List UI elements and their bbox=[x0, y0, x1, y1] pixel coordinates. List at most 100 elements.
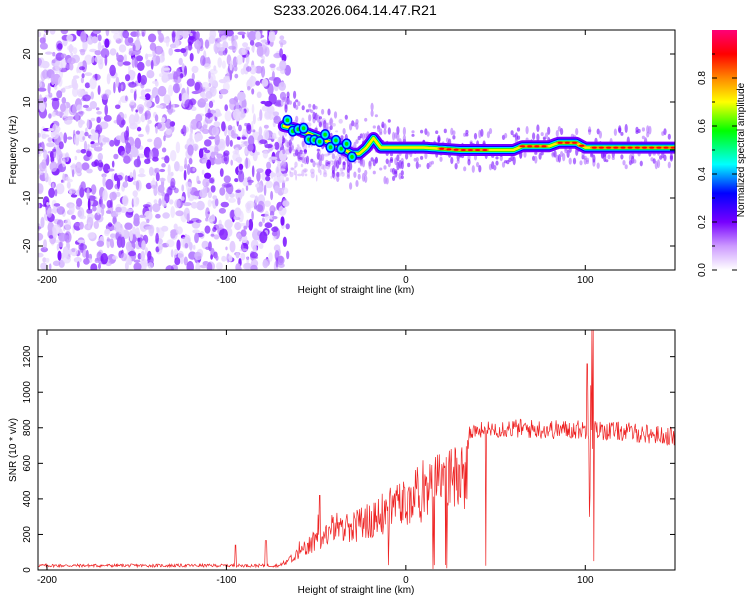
noise-blob bbox=[245, 53, 250, 65]
noise-blob bbox=[170, 249, 174, 258]
noise-blob bbox=[174, 257, 181, 266]
ridge-core-red bbox=[439, 147, 445, 150]
noise-blob bbox=[72, 82, 79, 90]
noise-blob bbox=[146, 218, 150, 224]
noise-blob bbox=[48, 263, 52, 270]
ridge-sidelobe bbox=[321, 153, 325, 161]
noise-blob bbox=[159, 177, 166, 182]
noise-blob bbox=[268, 31, 276, 43]
noise-blob bbox=[66, 181, 71, 189]
ridge-sidelobe bbox=[536, 124, 540, 132]
noise-blob bbox=[152, 80, 158, 84]
noise-blob bbox=[62, 158, 66, 168]
noise-blob bbox=[217, 30, 225, 35]
noise-blob bbox=[106, 73, 111, 85]
ridge-core-red bbox=[670, 146, 675, 149]
noise-blob bbox=[98, 198, 102, 205]
noise-blob bbox=[139, 96, 146, 100]
noise-blob bbox=[186, 78, 195, 87]
noise-blob bbox=[205, 207, 210, 219]
ridge-sidelobe bbox=[383, 165, 387, 170]
noise-blob bbox=[84, 72, 93, 76]
ridge-core-red bbox=[446, 148, 452, 151]
noise-blob bbox=[100, 253, 109, 265]
noise-blob bbox=[54, 60, 63, 71]
noise-blob bbox=[243, 225, 248, 230]
figure-title: S233.2026.064.14.47.R21 bbox=[273, 2, 437, 18]
noise-blob bbox=[46, 142, 55, 148]
ridge-sidelobe bbox=[452, 135, 456, 140]
noise-blob bbox=[112, 255, 118, 260]
noise-blob bbox=[268, 252, 273, 262]
noise-blob bbox=[38, 252, 44, 258]
noise-blob bbox=[135, 109, 138, 113]
noise-blob bbox=[265, 180, 273, 189]
ridge-sidelobe bbox=[516, 127, 521, 132]
ridge-sidelobe bbox=[357, 167, 361, 173]
noise-blob bbox=[38, 226, 42, 230]
ridge-sidelobe bbox=[437, 135, 441, 143]
ridge-sidelobe bbox=[488, 128, 493, 135]
noise-blob bbox=[136, 126, 142, 132]
noise-blob bbox=[73, 75, 80, 79]
noise-blob bbox=[154, 167, 160, 174]
noise-blob bbox=[87, 232, 96, 239]
noise-blob bbox=[282, 160, 287, 167]
noise-blob bbox=[39, 161, 47, 172]
noise-blob bbox=[180, 196, 185, 201]
noise-blob bbox=[238, 170, 245, 183]
noise-blob bbox=[77, 210, 83, 218]
noise-blob bbox=[80, 149, 87, 154]
noise-blob bbox=[289, 171, 294, 178]
noise-blob bbox=[159, 168, 166, 173]
noise-blob bbox=[262, 39, 268, 49]
noise-blob bbox=[330, 175, 333, 179]
noise-blob bbox=[225, 30, 234, 37]
ridge-sidelobe bbox=[400, 175, 404, 179]
noise-blob bbox=[44, 168, 48, 179]
noise-blob bbox=[199, 97, 209, 103]
noise-blob bbox=[271, 231, 278, 237]
spectrogram-ytick-label: 10 bbox=[22, 96, 33, 108]
noise-blob bbox=[141, 262, 149, 267]
noise-blob bbox=[216, 262, 223, 270]
ridge-sidelobe bbox=[329, 117, 333, 126]
noise-blob bbox=[209, 86, 217, 97]
noise-blob bbox=[67, 136, 73, 140]
noise-blob bbox=[175, 210, 184, 217]
ridge-sidelobe bbox=[295, 105, 299, 110]
noise-blob bbox=[205, 112, 213, 118]
ridge-sidelobe bbox=[333, 111, 338, 119]
noise-blob bbox=[137, 133, 144, 138]
noise-blob bbox=[54, 84, 58, 90]
spectrogram-ylabel: Frequency (Hz) bbox=[8, 116, 19, 185]
noise-blob bbox=[258, 243, 264, 249]
ridge-sidelobe bbox=[534, 151, 538, 155]
noise-blob bbox=[58, 232, 67, 242]
noise-blob bbox=[76, 197, 83, 207]
noise-blob bbox=[270, 190, 274, 201]
ridge-sidelobe bbox=[641, 135, 646, 140]
noise-blob bbox=[94, 50, 102, 56]
noise-blob bbox=[122, 30, 130, 39]
noise-blob bbox=[130, 70, 136, 78]
noise-blob bbox=[240, 252, 246, 261]
noise-blob bbox=[68, 105, 77, 116]
noise-blob bbox=[97, 41, 102, 52]
ridge-sidelobe bbox=[402, 134, 406, 142]
noise-blob bbox=[258, 126, 263, 137]
noise-blob bbox=[277, 263, 285, 268]
noise-blob bbox=[296, 173, 303, 177]
noise-blob bbox=[62, 246, 69, 258]
noise-blob bbox=[263, 124, 269, 129]
ridge-core-red bbox=[467, 149, 473, 151]
ridge-sidelobe bbox=[637, 128, 641, 134]
noise-blob bbox=[236, 233, 242, 240]
noise-blob bbox=[269, 156, 278, 160]
noise-blob bbox=[109, 139, 115, 147]
snr-xlabel: Height of straight line (km) bbox=[298, 585, 415, 596]
noise-blob bbox=[64, 85, 71, 90]
noise-blob bbox=[188, 242, 193, 251]
ridge-sidelobe bbox=[417, 164, 422, 168]
